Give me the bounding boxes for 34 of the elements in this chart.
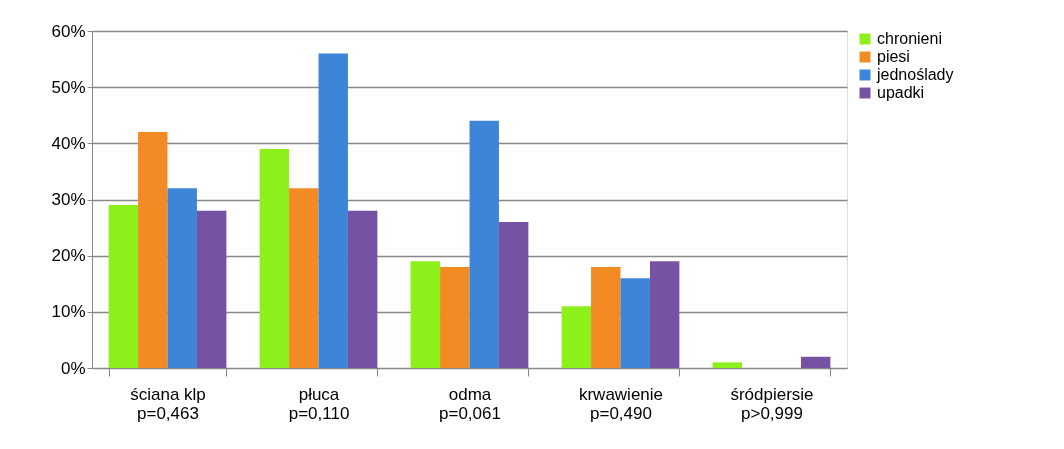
legend-label: piesi — [877, 48, 910, 65]
x-tick-label: śródpiersie p>0,999 — [730, 384, 814, 423]
bar — [649, 261, 680, 368]
bar — [196, 210, 227, 368]
y-tick-label: 0% — [60, 358, 86, 378]
bar — [469, 120, 499, 368]
x-tick-label: płuca p=0,110 — [288, 384, 350, 423]
bar — [347, 210, 378, 368]
y-tick-label: 60% — [51, 21, 86, 41]
y-tick-label: 30% — [51, 190, 86, 209]
bar — [259, 148, 290, 368]
x-tick-label: ściana klp p=0,463 — [130, 384, 206, 423]
y-tick-label: 40% — [51, 133, 86, 153]
bar — [800, 356, 831, 368]
y-tick-label: 50% — [51, 77, 86, 97]
bar — [410, 261, 441, 368]
y-tick-label: 10% — [51, 302, 86, 322]
bar — [620, 278, 650, 368]
x-tick-label: odma p=0,061 — [439, 384, 501, 423]
bar — [167, 188, 197, 368]
bar — [108, 205, 139, 368]
legend-label: upadki — [877, 84, 925, 101]
bar — [498, 221, 529, 368]
bar — [561, 306, 592, 368]
bar — [289, 188, 319, 368]
legend-label: jednoślady — [876, 66, 954, 83]
legend-label: chronieni — [877, 30, 942, 47]
bar — [440, 266, 470, 368]
x-tick-label: krwawienie p=0,490 — [578, 384, 664, 423]
bar — [138, 132, 168, 368]
bar — [591, 266, 621, 368]
y-tick-label: 20% — [51, 246, 86, 266]
bar — [712, 362, 743, 368]
bar — [318, 53, 348, 368]
